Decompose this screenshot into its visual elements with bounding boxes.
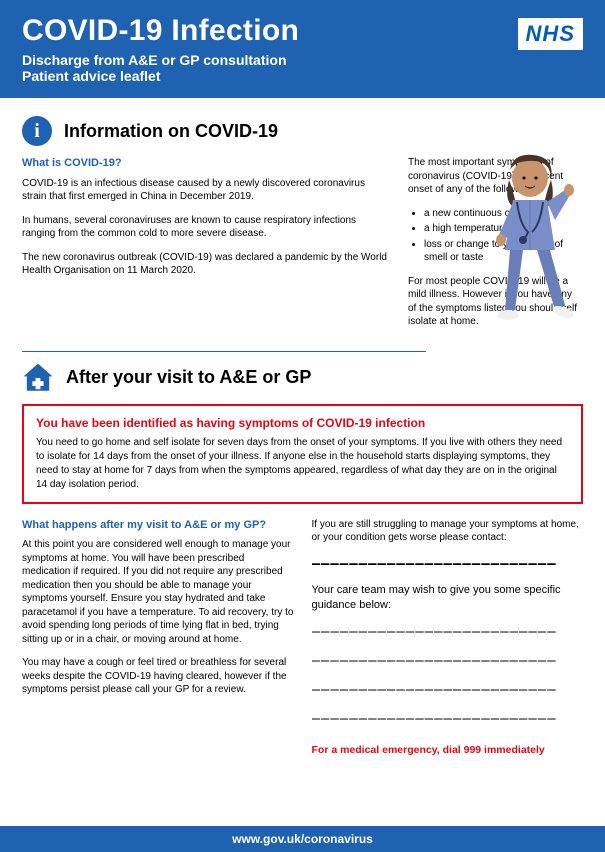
section1-head: i Information on COVID-19 <box>22 116 583 146</box>
footer-url: www.gov.uk/coronavirus <box>232 832 373 846</box>
guidance-line: –––––––––––––––––––––––––– <box>312 681 584 700</box>
alert-box: You have been identified as having sympt… <box>22 404 583 504</box>
page-subtitle-1: Discharge from A&E or GP consultation <box>22 52 518 68</box>
emergency-text: For a medical emergency, dial 999 immedi… <box>312 743 584 757</box>
contact-intro: If you are still struggling to manage yo… <box>312 518 584 545</box>
section1-left-col: What is COVID-19? COVID-19 is an infecti… <box>22 156 390 339</box>
what-is-p2: In humans, several coronaviruses are kno… <box>22 214 390 241</box>
blue-divider <box>22 351 426 352</box>
header-text: COVID-19 Infection Discharge from A&E or… <box>22 14 518 84</box>
after-visit-p2: You may have a cough or feel tired or br… <box>22 656 294 697</box>
what-is-p3: The new coronavirus outbreak (COVID-19) … <box>22 251 390 278</box>
guidance-line: –––––––––––––––––––––––––– <box>312 652 584 671</box>
what-is-heading: What is COVID-19? <box>22 156 390 171</box>
guidance-line: –––––––––––––––––––––––––– <box>312 710 584 729</box>
contact-line: –––––––––––––––––––––––––– <box>312 555 584 574</box>
header-bar: COVID-19 Infection Discharge from A&E or… <box>0 0 605 98</box>
section2-head: After your visit to A&E or GP <box>22 362 583 394</box>
guidance-note: Your care team may wish to give you some… <box>312 583 584 613</box>
section1-title: Information on COVID-19 <box>64 121 278 142</box>
alert-title: You have been identified as having sympt… <box>36 416 569 430</box>
nhs-logo: NHS <box>518 18 583 50</box>
section2-title: After your visit to A&E or GP <box>66 367 311 388</box>
guidance-line: –––––––––––––––––––––––––– <box>312 623 584 642</box>
house-plus-icon <box>22 362 54 394</box>
alert-body: You need to go home and self isolate for… <box>36 436 569 492</box>
after-visit-p1: At this point you are considered well en… <box>22 538 294 646</box>
footer-bar: www.gov.uk/coronavirus <box>0 826 605 852</box>
section2-columns: What happens after my visit to A&E or my… <box>22 518 583 757</box>
section2-right-col: If you are still struggling to manage yo… <box>312 518 584 757</box>
nurse-illustration <box>475 150 585 340</box>
after-visit-heading: What happens after my visit to A&E or my… <box>22 518 294 533</box>
info-icon: i <box>22 116 52 146</box>
section2-left-col: What happens after my visit to A&E or my… <box>22 518 294 757</box>
page-title: COVID-19 Infection <box>22 14 518 48</box>
page-subtitle-2: Patient advice leaflet <box>22 68 518 84</box>
what-is-p1: COVID-19 is an infectious disease caused… <box>22 177 390 204</box>
